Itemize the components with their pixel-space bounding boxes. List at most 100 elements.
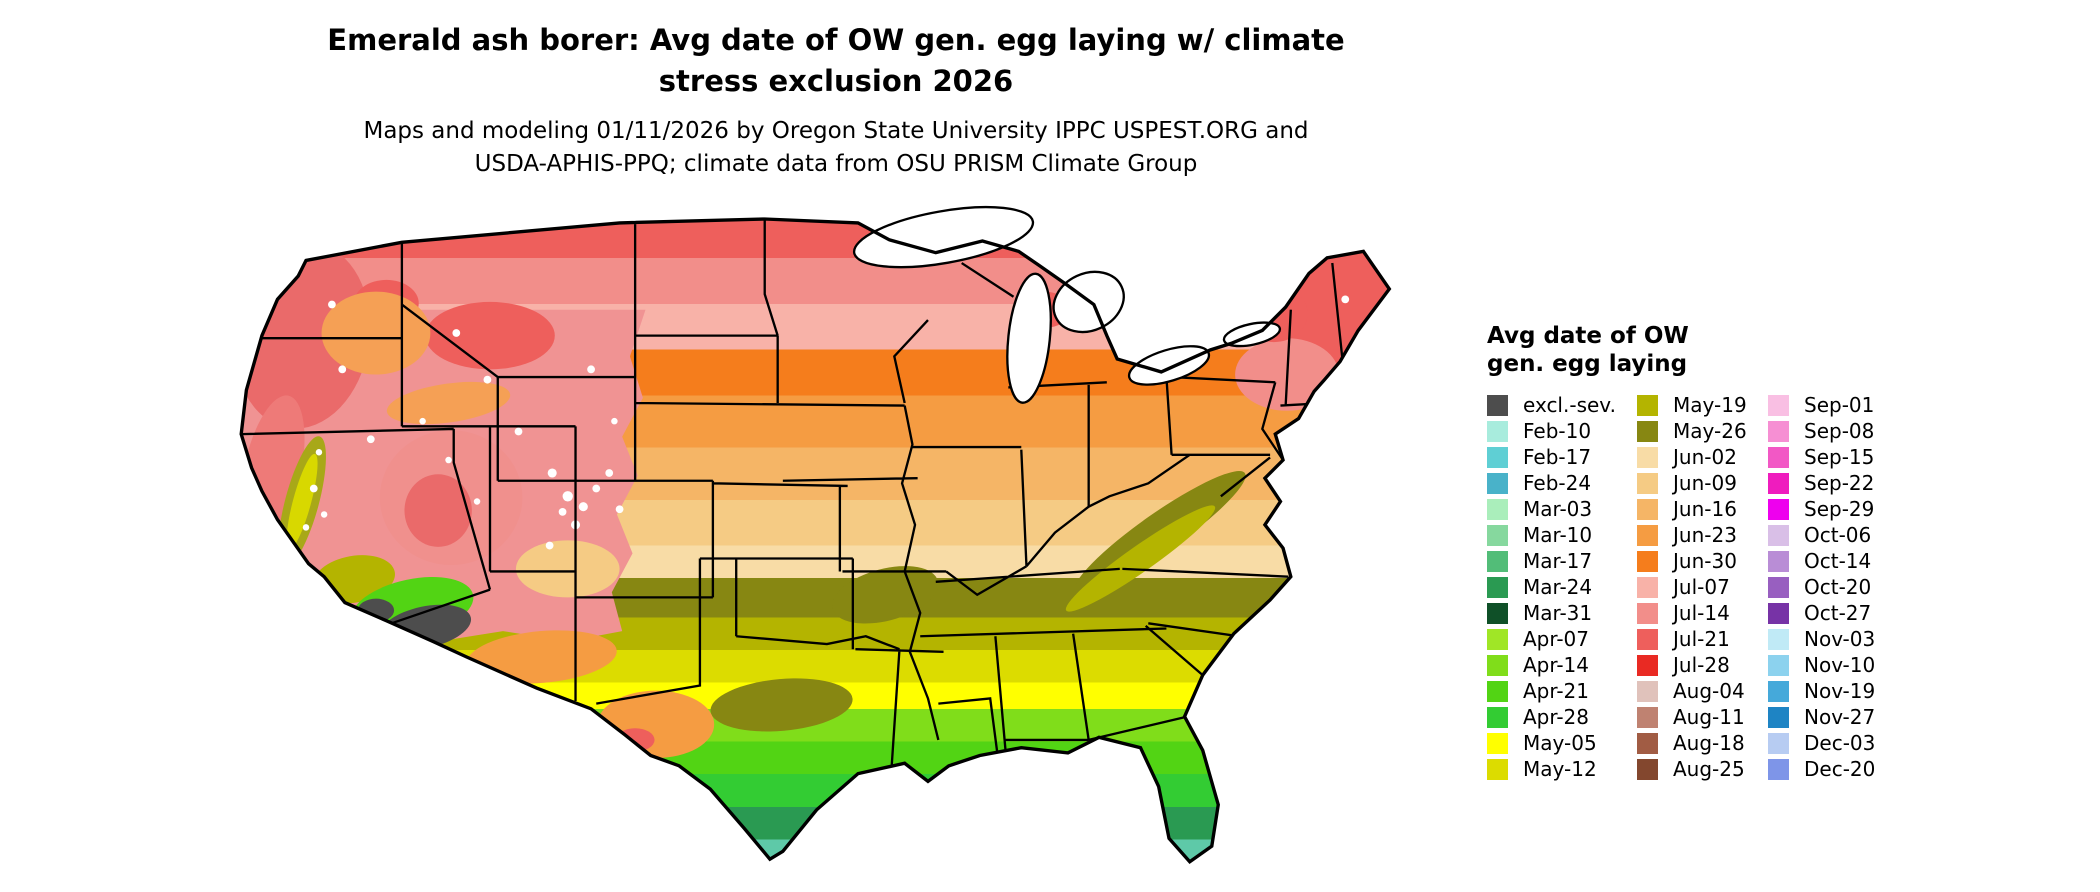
legend-row: Nov-27 — [1768, 704, 1913, 730]
legend-swatch — [1637, 576, 1658, 598]
page-title-line2: stress exclusion 2026 — [658, 64, 1014, 98]
legend-swatch — [1768, 446, 1789, 468]
legend-row: Apr-28 — [1487, 704, 1637, 730]
legend-row: May-05 — [1487, 730, 1637, 756]
legend-swatch — [1487, 680, 1508, 702]
legend-label: Aug-25 — [1673, 757, 1745, 781]
legend-row: Apr-14 — [1487, 652, 1637, 678]
legend-row: Jun-09 — [1637, 470, 1768, 496]
legend-row: May-19 — [1637, 392, 1768, 418]
legend-label: Mar-24 — [1523, 575, 1593, 599]
legend-title-line2: gen. egg laying — [1487, 351, 1688, 377]
subtitle-line2: USDA-APHIS-PPQ; climate data from OSU PR… — [474, 151, 1198, 177]
legend-swatch — [1487, 732, 1508, 754]
legend-swatch — [1637, 602, 1658, 624]
legend-swatch — [1487, 602, 1508, 624]
legend-label: Dec-20 — [1804, 757, 1876, 781]
legend-label: Aug-04 — [1673, 679, 1745, 703]
legend-label: Feb-24 — [1523, 471, 1592, 495]
legend-row: Aug-04 — [1637, 678, 1768, 704]
legend-label: Feb-17 — [1523, 445, 1592, 469]
legend-swatch — [1768, 550, 1789, 572]
legend-label: May-12 — [1523, 757, 1597, 781]
legend-swatch — [1768, 394, 1789, 416]
legend-swatch — [1637, 628, 1658, 650]
legend-row: Mar-24 — [1487, 574, 1637, 600]
legend-row: Sep-29 — [1768, 496, 1913, 522]
legend-swatch — [1637, 680, 1658, 702]
legend-label: Jul-21 — [1673, 627, 1730, 651]
legend-row: Oct-27 — [1768, 600, 1913, 626]
legend-row: Apr-21 — [1487, 678, 1637, 704]
legend-row: May-12 — [1487, 756, 1637, 782]
legend-label: Jul-07 — [1673, 575, 1730, 599]
legend-swatch — [1487, 628, 1508, 650]
legend-label: May-26 — [1673, 419, 1747, 443]
legend-row: Oct-14 — [1768, 548, 1913, 574]
legend-label: Jun-23 — [1673, 523, 1737, 547]
legend-swatch — [1487, 498, 1508, 520]
legend-label: Oct-14 — [1804, 549, 1872, 573]
subtitle: Maps and modeling 01/11/2026 by Oregon S… — [0, 115, 1672, 181]
legend-swatch — [1768, 576, 1789, 598]
legend-label: Dec-03 — [1804, 731, 1876, 755]
legend-label: Jun-09 — [1673, 471, 1737, 495]
legend-row: Feb-24 — [1487, 470, 1637, 496]
legend-label: Nov-27 — [1804, 705, 1876, 729]
legend-row: Dec-03 — [1768, 730, 1913, 756]
legend-row: Sep-15 — [1768, 444, 1913, 470]
legend-row: Sep-22 — [1768, 470, 1913, 496]
legend-columns: excl.-sev. Feb-10 Feb-17 Feb-24 Mar-03 Mar-10… — [1487, 392, 2047, 782]
legend-swatch — [1768, 680, 1789, 702]
mountain-snow-speckles — [302, 295, 1350, 550]
legend-row: Mar-10 — [1487, 522, 1637, 548]
legend-swatch — [1768, 758, 1789, 780]
legend-label: Sep-29 — [1804, 497, 1875, 521]
legend-label: Sep-08 — [1804, 419, 1875, 443]
legend-swatch — [1487, 394, 1508, 416]
legend-row: Jul-07 — [1637, 574, 1768, 600]
legend-swatch — [1768, 628, 1789, 650]
legend-swatch — [1487, 446, 1508, 468]
legend-swatch — [1637, 732, 1658, 754]
legend-row: Mar-31 — [1487, 600, 1637, 626]
legend-swatch — [1637, 654, 1658, 676]
legend-label: Oct-27 — [1804, 601, 1872, 625]
legend-label: Jun-30 — [1673, 549, 1737, 573]
legend-row: Jul-14 — [1637, 600, 1768, 626]
legend-label: Mar-31 — [1523, 601, 1593, 625]
legend-swatch — [1487, 524, 1508, 546]
legend-label: Apr-07 — [1523, 627, 1589, 651]
header: Emerald ash borer: Avg date of OW gen. e… — [0, 20, 1672, 181]
legend-swatch — [1768, 706, 1789, 728]
legend-row: Dec-20 — [1768, 756, 1913, 782]
subtitle-line1: Maps and modeling 01/11/2026 by Oregon S… — [363, 118, 1309, 144]
legend-row: Feb-10 — [1487, 418, 1637, 444]
legend-swatch — [1768, 732, 1789, 754]
legend-swatch — [1637, 524, 1658, 546]
legend-label: May-05 — [1523, 731, 1597, 755]
legend-swatch — [1637, 446, 1658, 468]
legend-row: Apr-07 — [1487, 626, 1637, 652]
legend-swatch — [1768, 498, 1789, 520]
legend-row: Feb-17 — [1487, 444, 1637, 470]
legend-row: Jul-21 — [1637, 626, 1768, 652]
lake-superior — [852, 205, 1035, 269]
legend-column-3: Sep-01 Sep-08 Sep-15 Sep-22 Sep-29 Oct-06 Oct-… — [1768, 392, 1913, 782]
legend-swatch — [1637, 420, 1658, 442]
legend-label: Mar-10 — [1523, 523, 1593, 547]
legend-row: Sep-01 — [1768, 392, 1913, 418]
legend-row: Nov-19 — [1768, 678, 1913, 704]
legend-swatch — [1768, 524, 1789, 546]
legend-swatch — [1768, 420, 1789, 442]
legend-label: Jul-14 — [1673, 601, 1730, 625]
legend-swatch — [1637, 472, 1658, 494]
legend-row: Aug-11 — [1637, 704, 1768, 730]
legend-label: Apr-21 — [1523, 679, 1589, 703]
legend-swatch — [1487, 654, 1508, 676]
us-map-container — [179, 180, 1423, 880]
legend-swatch — [1637, 758, 1658, 780]
legend-label: Aug-11 — [1673, 705, 1745, 729]
legend-row: Mar-17 — [1487, 548, 1637, 574]
legend-label: Nov-19 — [1804, 679, 1876, 703]
